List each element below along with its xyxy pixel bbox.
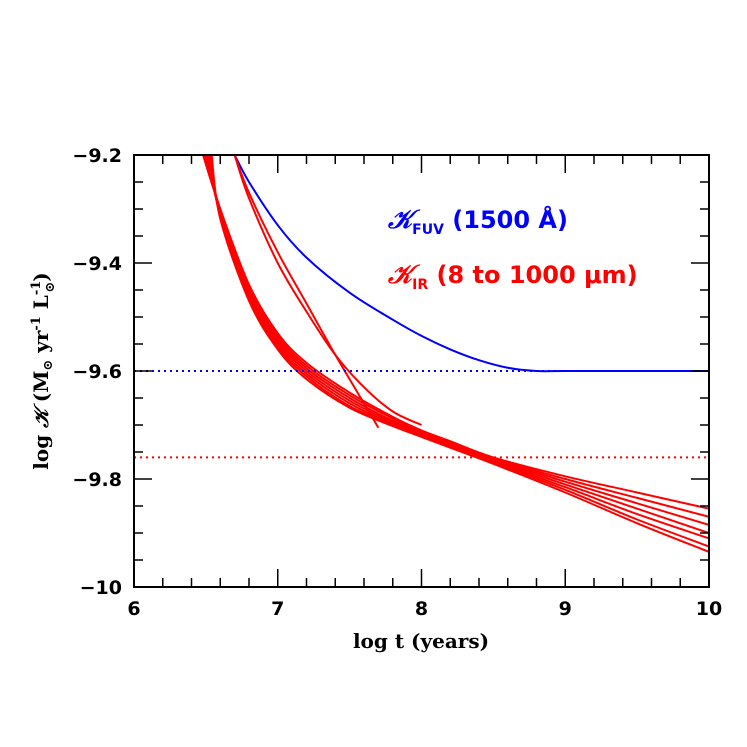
series-line-0	[233, 155, 709, 373]
y-tick-label: −9.2	[72, 145, 122, 167]
series-line-4	[203, 155, 709, 518]
legend: 𝒦FUV (1500 Å) 𝒦IR (8 to 1000 μm)	[387, 205, 638, 293]
series-line-2	[233, 155, 422, 426]
x-tick-label: 6	[127, 598, 140, 620]
legend-entry-fuv: 𝒦FUV (1500 Å)	[387, 205, 568, 238]
reference-lines	[134, 370, 709, 459]
x-tick-label: 8	[415, 598, 428, 620]
y-tick-label: −9.8	[72, 469, 122, 491]
y-axis-label: log 𝒦 (M⊙ yr-1 L-1⊙)	[29, 272, 58, 469]
data-lines	[202, 155, 709, 553]
series-line-9	[210, 155, 709, 553]
y-tick-label: −10	[80, 577, 122, 599]
series-line-1	[233, 155, 380, 429]
axis-ticks	[133, 154, 710, 588]
x-tick-label: 9	[559, 598, 572, 620]
axis-tick-labels: 6 7 8 9 10 −10 −9.8 −9.6 −9.4 −9.2	[72, 145, 722, 620]
y-tick-label: −9.6	[72, 361, 122, 383]
x-tick-label: 7	[271, 598, 284, 620]
series-line-8	[209, 155, 709, 548]
legend-entry-ir: 𝒦IR (8 to 1000 μm)	[387, 260, 638, 293]
series-line-3	[202, 155, 709, 510]
series-line-5	[204, 155, 709, 526]
series-line-6	[206, 155, 709, 534]
x-axis-label: log t (years)	[353, 629, 489, 653]
y-tick-label: −9.4	[72, 253, 122, 275]
x-tick-label: 10	[696, 598, 722, 620]
